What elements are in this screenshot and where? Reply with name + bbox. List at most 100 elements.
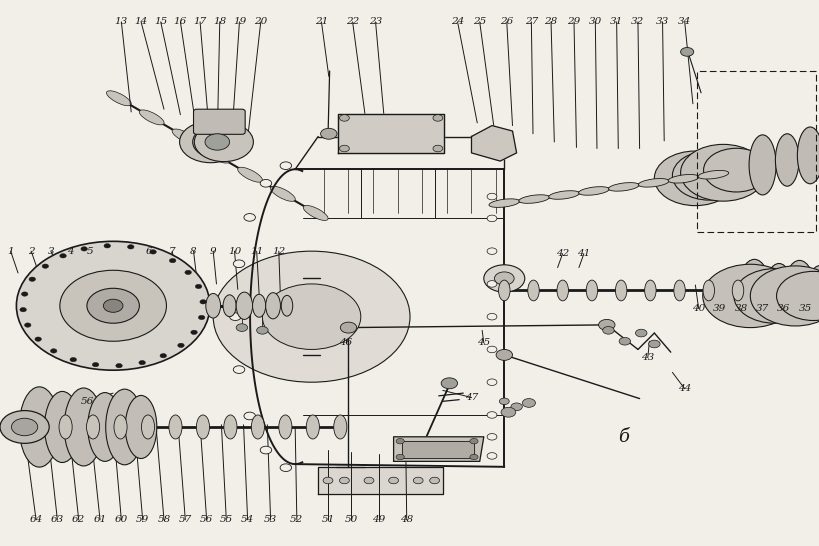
Circle shape bbox=[50, 349, 57, 353]
Circle shape bbox=[192, 126, 242, 158]
Text: 54: 54 bbox=[241, 515, 254, 524]
Circle shape bbox=[115, 364, 122, 368]
Circle shape bbox=[495, 349, 512, 360]
Circle shape bbox=[233, 260, 245, 268]
Circle shape bbox=[16, 241, 210, 370]
Circle shape bbox=[42, 264, 48, 268]
Text: 27: 27 bbox=[524, 17, 537, 26]
Circle shape bbox=[243, 213, 255, 221]
Circle shape bbox=[262, 284, 360, 349]
Text: 58: 58 bbox=[157, 515, 170, 524]
Text: 46: 46 bbox=[339, 339, 352, 347]
Circle shape bbox=[486, 248, 496, 254]
Ellipse shape bbox=[224, 415, 237, 439]
Text: 59: 59 bbox=[136, 515, 149, 524]
Circle shape bbox=[170, 258, 176, 263]
Text: 42: 42 bbox=[555, 250, 568, 258]
Circle shape bbox=[486, 379, 496, 385]
Text: 21: 21 bbox=[314, 17, 328, 26]
Ellipse shape bbox=[498, 280, 509, 301]
Ellipse shape bbox=[44, 391, 80, 462]
Circle shape bbox=[635, 329, 646, 337]
Circle shape bbox=[680, 48, 693, 56]
Text: 3: 3 bbox=[48, 247, 54, 256]
Ellipse shape bbox=[697, 170, 728, 179]
Text: 64: 64 bbox=[29, 515, 43, 524]
Circle shape bbox=[429, 477, 439, 484]
Circle shape bbox=[229, 313, 241, 321]
Ellipse shape bbox=[87, 415, 100, 439]
Ellipse shape bbox=[125, 395, 156, 459]
Ellipse shape bbox=[806, 265, 819, 316]
Circle shape bbox=[703, 149, 768, 192]
Text: 22: 22 bbox=[346, 17, 359, 26]
Circle shape bbox=[70, 358, 76, 362]
Circle shape bbox=[396, 454, 404, 460]
Circle shape bbox=[483, 265, 524, 292]
Circle shape bbox=[339, 145, 349, 152]
Ellipse shape bbox=[205, 148, 229, 163]
Ellipse shape bbox=[644, 280, 655, 301]
Circle shape bbox=[441, 378, 457, 389]
Circle shape bbox=[499, 398, 509, 405]
Circle shape bbox=[522, 399, 535, 407]
Circle shape bbox=[160, 353, 166, 358]
Circle shape bbox=[205, 134, 229, 150]
Ellipse shape bbox=[306, 415, 319, 439]
Ellipse shape bbox=[223, 295, 236, 317]
Ellipse shape bbox=[586, 280, 597, 301]
Text: 43: 43 bbox=[640, 353, 654, 362]
Text: 44: 44 bbox=[677, 384, 690, 393]
Ellipse shape bbox=[731, 280, 743, 301]
Circle shape bbox=[486, 434, 496, 440]
Text: 47: 47 bbox=[464, 393, 477, 402]
Text: б: б bbox=[617, 428, 628, 446]
Text: 55: 55 bbox=[219, 515, 233, 524]
Circle shape bbox=[388, 477, 398, 484]
Text: 38: 38 bbox=[734, 304, 747, 313]
Text: 4: 4 bbox=[67, 247, 74, 256]
Text: 5: 5 bbox=[87, 247, 93, 256]
Ellipse shape bbox=[556, 280, 568, 301]
Text: 56: 56 bbox=[200, 515, 213, 524]
Text: 35: 35 bbox=[798, 304, 811, 313]
Circle shape bbox=[20, 307, 26, 312]
Circle shape bbox=[236, 324, 247, 331]
Ellipse shape bbox=[783, 260, 814, 321]
Text: 57: 57 bbox=[179, 515, 192, 524]
Circle shape bbox=[340, 322, 356, 333]
Polygon shape bbox=[393, 437, 483, 461]
Ellipse shape bbox=[88, 393, 122, 461]
Text: 40: 40 bbox=[691, 304, 704, 313]
Circle shape bbox=[776, 271, 819, 321]
Ellipse shape bbox=[614, 280, 627, 301]
Ellipse shape bbox=[518, 195, 549, 203]
Circle shape bbox=[486, 346, 496, 353]
Text: 16: 16 bbox=[174, 17, 187, 26]
Ellipse shape bbox=[278, 415, 292, 439]
Ellipse shape bbox=[169, 415, 182, 439]
Text: 60: 60 bbox=[115, 515, 128, 524]
Text: 11: 11 bbox=[250, 247, 263, 256]
Circle shape bbox=[104, 244, 111, 248]
Circle shape bbox=[486, 193, 496, 200]
Polygon shape bbox=[337, 114, 444, 153]
Circle shape bbox=[256, 327, 268, 334]
Text: 7: 7 bbox=[169, 247, 175, 256]
Text: 28: 28 bbox=[544, 17, 557, 26]
Text: 20: 20 bbox=[254, 17, 267, 26]
Ellipse shape bbox=[749, 135, 775, 195]
Circle shape bbox=[103, 299, 123, 312]
Circle shape bbox=[486, 215, 496, 222]
Circle shape bbox=[25, 323, 31, 327]
Circle shape bbox=[29, 277, 35, 281]
Circle shape bbox=[179, 121, 242, 163]
Text: 2: 2 bbox=[28, 247, 34, 256]
Ellipse shape bbox=[548, 191, 579, 199]
Text: 10: 10 bbox=[228, 247, 241, 256]
Text: 32: 32 bbox=[631, 17, 644, 26]
Ellipse shape bbox=[578, 187, 609, 195]
Text: 14: 14 bbox=[134, 17, 147, 26]
Circle shape bbox=[702, 264, 797, 328]
Circle shape bbox=[486, 453, 496, 459]
